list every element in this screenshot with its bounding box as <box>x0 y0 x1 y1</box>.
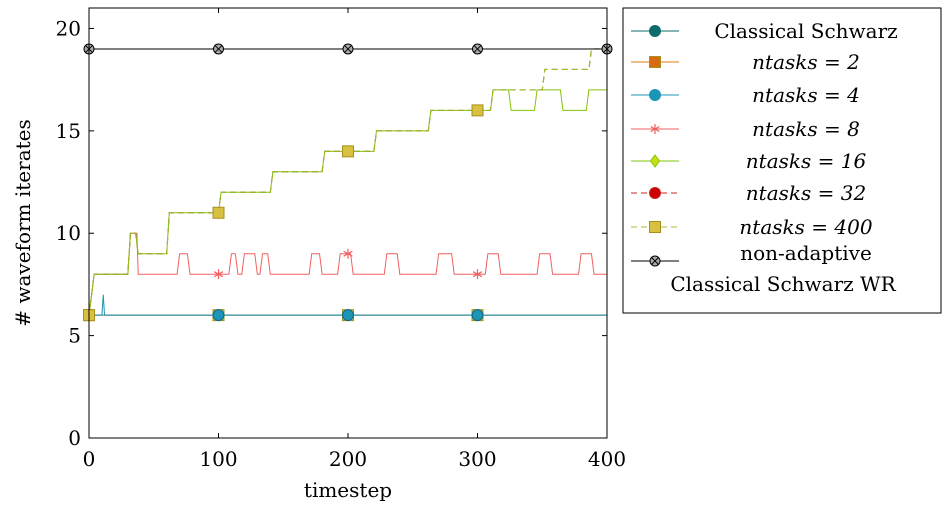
y-tick-label-2: 10 <box>56 221 81 245</box>
legend-label-7: non-adaptive <box>740 241 872 265</box>
legend-marker-6 <box>649 221 661 233</box>
x-tick-label-0: 0 <box>83 447 96 471</box>
series-5-line <box>88 48 607 316</box>
legend-label-5: ntasks = 32 <box>746 181 866 205</box>
series-3-marker-0 <box>213 269 224 280</box>
legend-marker-0 <box>649 25 661 37</box>
series-6-marker-2 <box>342 145 354 158</box>
legend-marker-1 <box>649 56 661 68</box>
legend-marker-2 <box>649 89 661 101</box>
series-6-marker-1 <box>212 206 225 219</box>
legend-label-6: ntasks = 400 <box>739 215 872 239</box>
legend: Classical Schwarz ntasks = 2 ntasks = 4 nta… <box>622 7 942 314</box>
legend-entry-3: ntasks = 8 <box>631 117 860 141</box>
legend-entry-4: ntasks = 16 <box>631 149 866 173</box>
plot-frame <box>88 7 608 439</box>
series-6-marker-3 <box>471 104 484 117</box>
series-7-marker-3 <box>472 43 483 55</box>
legend-marker-3 <box>650 124 660 134</box>
legend-label-1: ntasks = 2 <box>752 50 860 74</box>
y-tick-label-0: 0 <box>68 426 81 450</box>
x-tick-label-3: 300 <box>458 447 496 471</box>
x-tick-label-4: 400 <box>588 447 626 471</box>
series-6-line <box>88 48 607 316</box>
series-7-marker-1 <box>213 43 224 55</box>
legend-label-2: ntasks = 4 <box>752 83 860 107</box>
ticks-layer: 0 100 200 300 400 0 5 10 15 20 <box>56 8 626 471</box>
x-tick-label-2: 200 <box>329 447 367 471</box>
series-2-line <box>89 294 607 316</box>
series-7-marker-2 <box>342 43 354 55</box>
series-3-marker-2 <box>472 269 483 280</box>
legend-label-7-line2: Classical Schwarz WR <box>670 272 896 296</box>
legend-label-0: Classical Schwarz <box>714 19 897 43</box>
series-3-line <box>88 232 607 316</box>
series-2-marker-3 <box>471 309 484 322</box>
legend-marker-5 <box>649 187 661 199</box>
series-4-line <box>88 89 607 316</box>
x-tick-label-1: 100 <box>199 447 237 471</box>
legend-marker-7 <box>649 255 661 267</box>
x-axis-label: timestep <box>304 478 392 502</box>
y-tick-label-4: 20 <box>56 16 81 40</box>
y-tick-label-3: 15 <box>56 119 81 143</box>
series-2-marker-1 <box>212 309 225 322</box>
legend-entry-6: ntasks = 400 <box>631 215 873 239</box>
legend-entry-5: ntasks = 32 <box>631 181 866 205</box>
legend-entry-0: Classical Schwarz <box>631 19 898 43</box>
y-tick-label-1: 5 <box>68 324 81 348</box>
y-axis-label: # waveform iterates <box>11 119 35 327</box>
legend-entry-2: ntasks = 4 <box>631 83 860 107</box>
legend-label-3: ntasks = 8 <box>752 117 860 141</box>
series-3-marker-1 <box>343 248 353 259</box>
legend-marker-4 <box>649 154 661 168</box>
legend-label-4: ntasks = 16 <box>746 149 867 173</box>
legend-entry-1: ntasks = 2 <box>631 50 860 74</box>
series-2-marker-2 <box>342 309 354 322</box>
legend-entry-7: non-adaptive Classical Schwarz WR <box>631 241 897 296</box>
plot-layer <box>83 43 613 322</box>
